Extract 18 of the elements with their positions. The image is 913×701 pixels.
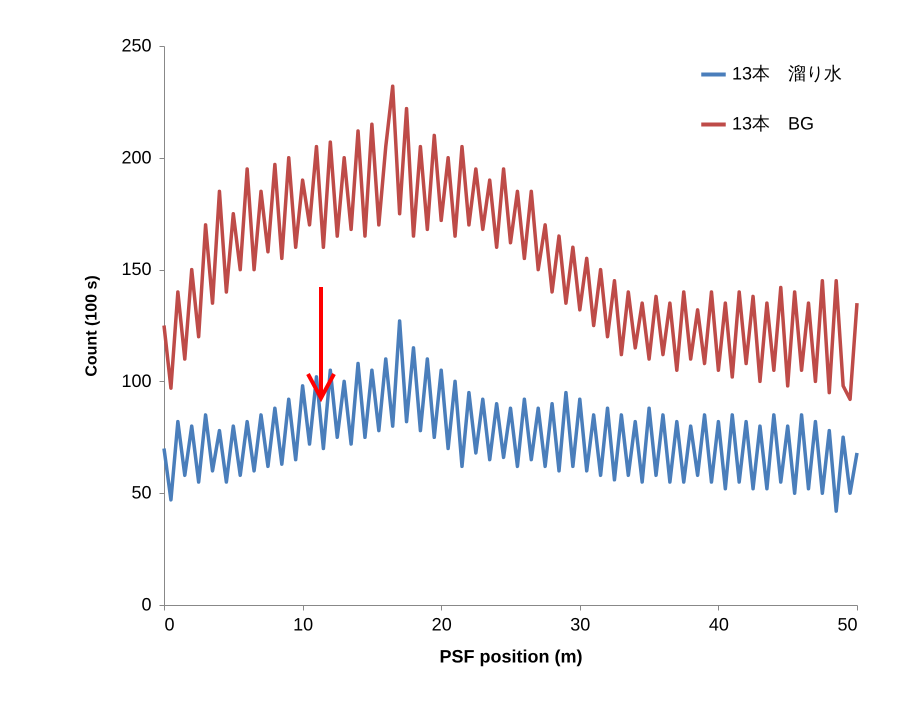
y-tick-label: 0 [141, 594, 152, 614]
x-axis-title: PSF position (m) [440, 646, 582, 666]
y-axis-title: Count (100 s) [83, 275, 100, 377]
legend-label: 13本 溜り水 [732, 64, 842, 84]
y-tick-label: 50 [131, 482, 152, 503]
y-tick-label: 250 [121, 36, 152, 56]
x-tick-label: 40 [708, 614, 729, 634]
line-series [162, 319, 859, 513]
x-tick-label: 20 [432, 614, 452, 634]
y-tick-label: 200 [121, 147, 152, 168]
x-tick-label: 50 [837, 614, 858, 634]
x-tick-label: 30 [570, 614, 590, 634]
line-series [162, 84, 859, 402]
legend-label: 13本 BG [732, 114, 814, 134]
y-tick-label: 150 [121, 259, 152, 280]
y-tick-label: 100 [121, 370, 152, 391]
x-tick-label: 0 [164, 614, 175, 634]
x-tick-label: 10 [293, 614, 314, 634]
